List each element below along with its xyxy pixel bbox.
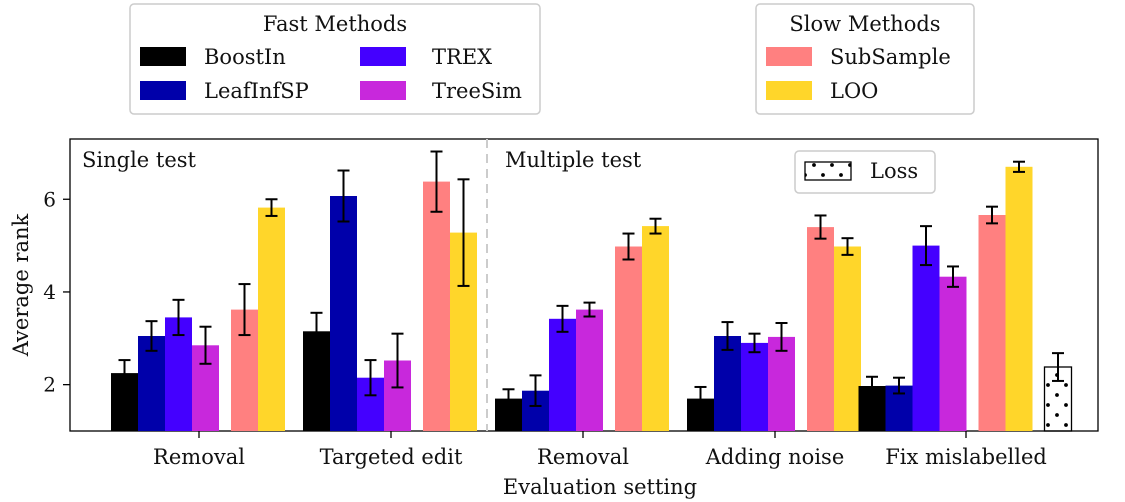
bars-layer	[111, 166, 1073, 432]
y-tick-label-6: 6	[43, 187, 56, 211]
legend-swatch-leafinfsp	[140, 81, 186, 100]
errorbar-trex-3	[748, 332, 761, 354]
errorbar-boostin-2	[502, 388, 515, 409]
bar-loo-adding-noise-3	[834, 246, 861, 431]
errorbar-subsample-1	[430, 150, 443, 213]
bar-subsample-fix-mislabelled-4	[978, 215, 1006, 431]
legend-swatch-loo	[766, 81, 812, 100]
bar-loo-removal-0	[258, 207, 285, 431]
errorbar-trex-2	[556, 304, 569, 333]
errorbar-subsample-2	[622, 232, 635, 261]
bar-leafinfsp-targeted-edit-1	[330, 196, 357, 431]
y-axis-label: Average rank	[9, 213, 33, 357]
panel-label-multiple-test: Multiple test	[505, 148, 642, 172]
legend-label-treesim: TreeSim	[432, 79, 522, 103]
errorbar-boostin-0	[118, 359, 131, 388]
legend-label-leafinfsp: LeafInfSP	[204, 79, 309, 103]
x-tick-label-adding-noise-3: Adding noise	[705, 445, 845, 469]
errorbar-loo-3	[841, 237, 854, 256]
legend-label-subsample: SubSample	[830, 45, 951, 69]
bar-loo-removal-2	[642, 226, 669, 431]
legend-slow-title: Slow Methods	[789, 12, 940, 36]
legend-loss: Loss	[794, 150, 936, 194]
legend-swatch-treesim	[360, 81, 406, 100]
errorbar-loo-0	[265, 198, 278, 217]
legend-fast-title: Fast Methods	[263, 12, 407, 36]
errorbar-leafinfsp-4	[893, 376, 905, 395]
errorbar-treesim-0	[199, 325, 212, 365]
errorbar-boostin-1	[310, 311, 323, 351]
error-bars-layer	[118, 150, 1064, 412]
bar-loo-fix-mislabelled-4	[1005, 166, 1033, 432]
legend-swatch-loss	[804, 161, 852, 181]
x-tick-label-removal-2: Removal	[537, 445, 629, 469]
errorbar-boostin-3	[694, 385, 707, 412]
bar-trex-removal-0	[165, 317, 192, 431]
errorbar-loo-1	[457, 178, 470, 287]
errorbar-boostin-4	[866, 375, 878, 397]
bar-subsample-adding-noise-3	[807, 227, 834, 431]
errorbar-leafinfsp-3	[721, 321, 734, 351]
errorbar-treesim-4	[947, 265, 959, 288]
bar-trex-removal-2	[549, 318, 576, 431]
x-tick-label-removal-0: Removal	[153, 445, 245, 469]
x-axis: Removal Targeted edit Removal Adding noise F…	[153, 431, 1047, 469]
errorbar-subsample-0	[238, 283, 251, 337]
legend-slow-methods: Slow Methods SubSample LOO	[755, 3, 975, 115]
legend-swatch-trex	[360, 47, 406, 66]
bar-subsample-targeted-edit-1	[423, 181, 450, 431]
panel-label-single-test: Single test	[82, 148, 197, 172]
bar-leafinfsp-removal-0	[138, 336, 165, 431]
errorbar-leafinfsp-0	[145, 320, 158, 352]
errorbar-trex-1	[364, 359, 377, 397]
errorbar-loss-4	[1052, 352, 1064, 382]
legend-swatch-subsample	[766, 47, 812, 66]
errorbar-subsample-3	[814, 214, 827, 240]
errorbar-treesim-3	[775, 322, 788, 352]
legend-swatch-boostin	[140, 47, 186, 66]
errorbar-treesim-2	[583, 301, 596, 318]
x-tick-label-fix-mislabelled-4: Fix mislabelled	[885, 445, 1047, 469]
y-tick-label-4: 4	[43, 280, 56, 304]
legend-label-loo: LOO	[830, 79, 878, 103]
legend-label-boostin: BoostIn	[204, 45, 286, 69]
errorbar-subsample-4	[986, 205, 998, 225]
errorbar-leafinfsp-1	[337, 169, 350, 223]
bar-trex-fix-mislabelled-4	[912, 245, 940, 431]
legend-fast-methods: Fast Methods BoostIn LeafInfSP TREX Tree…	[129, 3, 541, 115]
y-axis: 2 4 6	[43, 187, 70, 397]
bar-leafinfsp-adding-noise-3	[714, 336, 741, 431]
bar-treesim-fix-mislabelled-4	[939, 276, 967, 431]
bar-subsample-removal-2	[615, 246, 642, 431]
bar-treesim-removal-2	[576, 309, 603, 431]
bar-trex-adding-noise-3	[741, 342, 768, 431]
legend-label-trex: TREX	[432, 45, 492, 69]
errorbar-loo-2	[649, 217, 662, 235]
bar-treesim-adding-noise-3	[768, 336, 795, 431]
legend-label-loss: Loss	[870, 159, 918, 183]
y-tick-label-2: 2	[43, 373, 56, 397]
errorbar-trex-0	[172, 298, 185, 337]
errorbar-treesim-1	[391, 332, 404, 389]
legend-fast-frame	[129, 3, 541, 115]
errorbar-leafinfsp-2	[529, 374, 542, 407]
errorbar-loo-4	[1013, 160, 1025, 173]
x-tick-label-targeted-edit-1: Targeted edit	[320, 445, 463, 469]
errorbar-trex-4	[920, 225, 932, 267]
x-axis-label: Evaluation setting	[503, 475, 697, 499]
